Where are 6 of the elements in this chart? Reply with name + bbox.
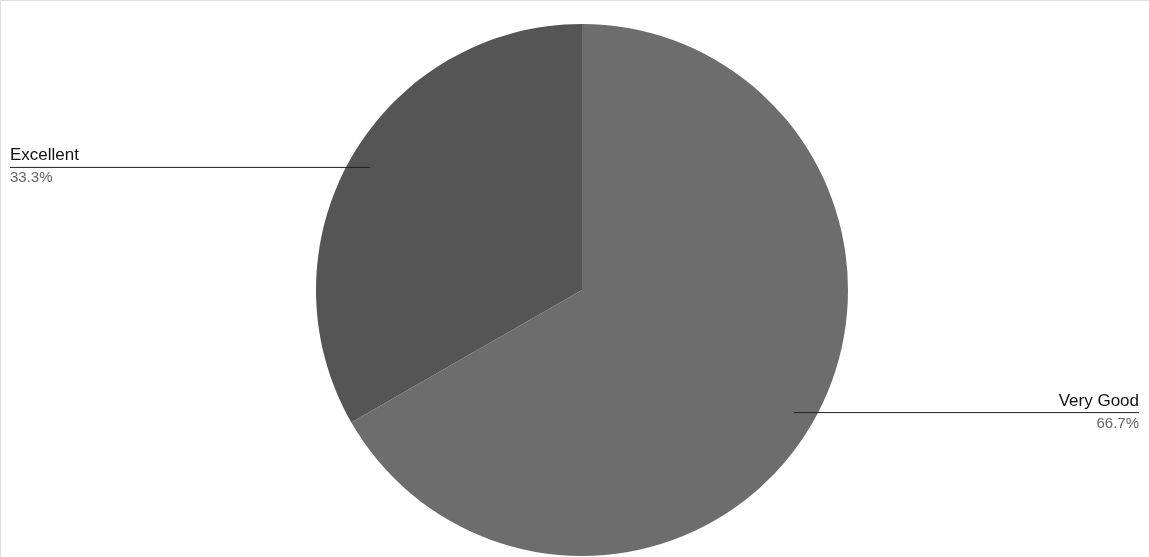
pie-slice [351,24,848,556]
slice-label: Excellent [10,145,80,165]
slice-label: Very Good [1058,390,1139,410]
data-label: 33.3% [10,168,53,186]
pie-slice [316,24,582,423]
data-label: 66.7% [1096,413,1139,431]
